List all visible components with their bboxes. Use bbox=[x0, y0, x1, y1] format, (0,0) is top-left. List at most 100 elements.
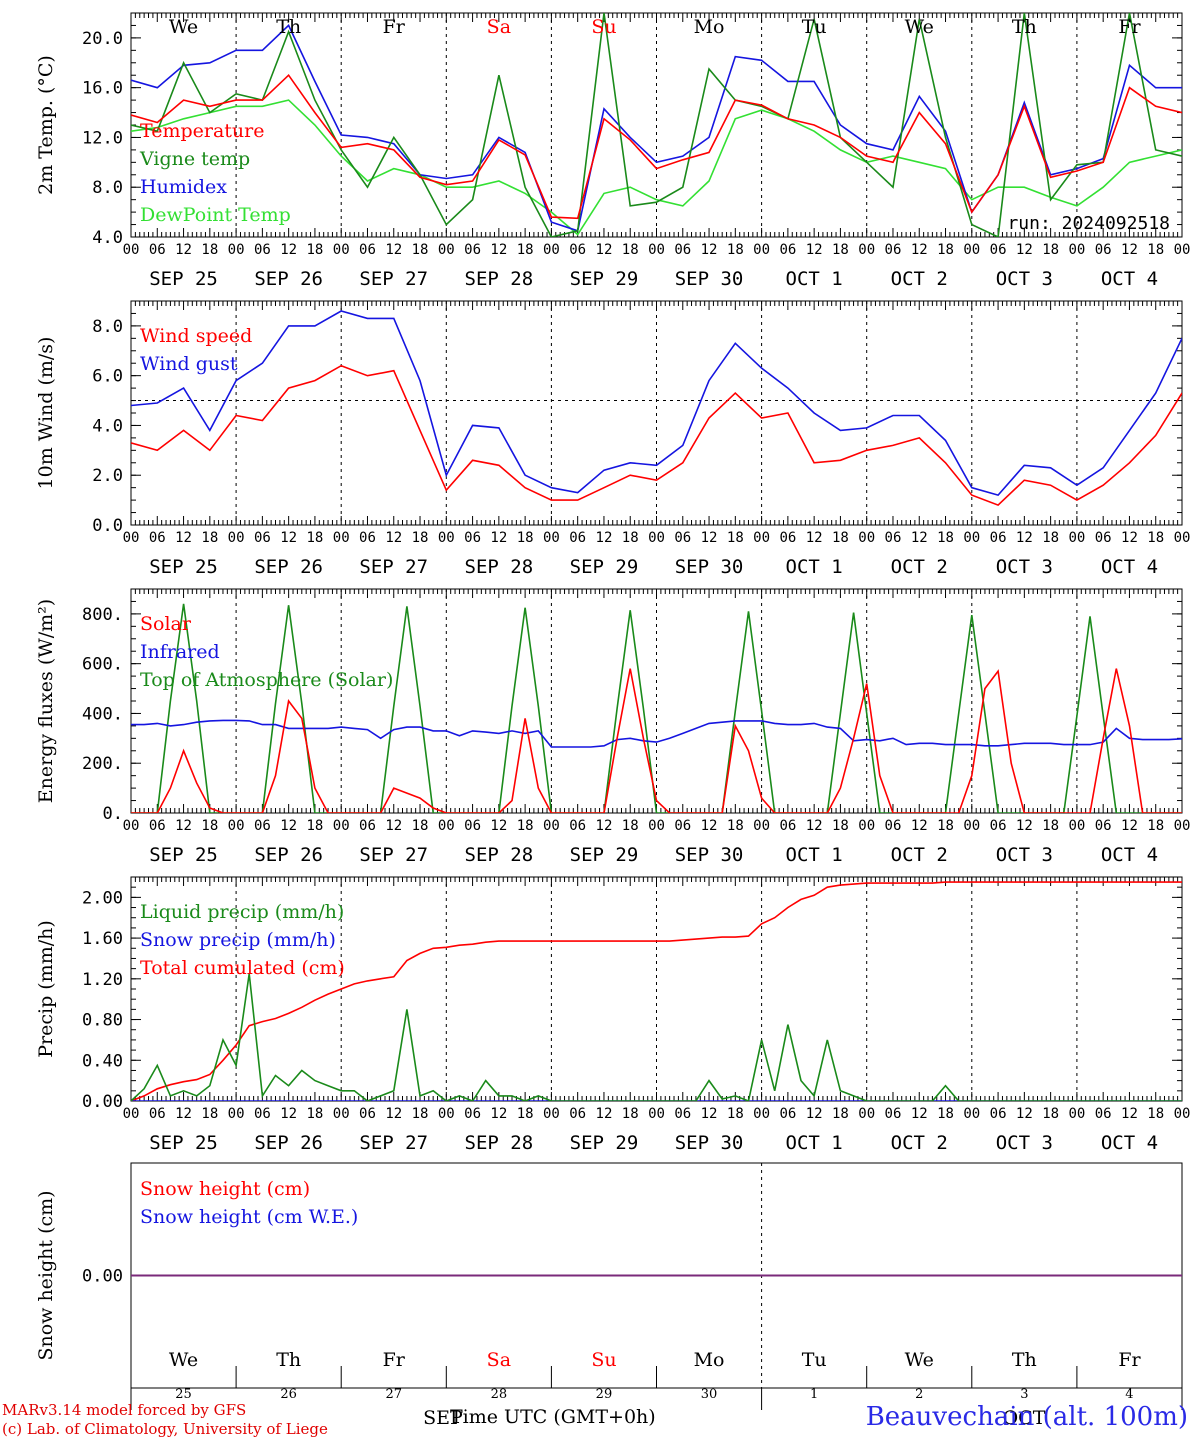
hour-label: 06 bbox=[885, 530, 902, 546]
hour-label: 00 bbox=[1068, 818, 1085, 834]
date-label: SEP 25 bbox=[149, 844, 218, 866]
hour-label: 00 bbox=[228, 1106, 245, 1122]
hour-label: 06 bbox=[779, 818, 796, 834]
series-line bbox=[131, 881, 1182, 1101]
hour-label: 18 bbox=[306, 242, 323, 258]
date-label: SEP 30 bbox=[675, 556, 744, 578]
y-tick-label: 12.0 bbox=[82, 128, 123, 148]
y-tick-label: 0.0 bbox=[92, 516, 123, 536]
hour-label: 00 bbox=[228, 242, 245, 258]
legend-entry: DewPoint Temp bbox=[140, 204, 291, 226]
hour-label: 06 bbox=[254, 242, 271, 258]
date-label: OCT 2 bbox=[891, 268, 948, 290]
hour-label: 06 bbox=[149, 530, 166, 546]
date-label: OCT 4 bbox=[1101, 268, 1158, 290]
date-label: SEP 25 bbox=[149, 1132, 218, 1154]
hour-label: 18 bbox=[306, 1106, 323, 1122]
hour-label: 18 bbox=[201, 242, 218, 258]
day-number-label: 3 bbox=[1020, 1387, 1028, 1402]
hour-label: 12 bbox=[1016, 1106, 1033, 1122]
date-label: SEP 27 bbox=[359, 844, 428, 866]
hour-label: 12 bbox=[490, 1106, 507, 1122]
hour-label: 00 bbox=[438, 242, 455, 258]
hour-label: 18 bbox=[622, 818, 639, 834]
day-name-label: Fr bbox=[1118, 1349, 1141, 1371]
day-name-label: We bbox=[169, 16, 198, 38]
day-number-label: 26 bbox=[280, 1387, 297, 1402]
hour-label: 18 bbox=[1042, 530, 1059, 546]
y-axis-label: 10m Wind (m/s) bbox=[35, 337, 57, 490]
hour-label: 06 bbox=[674, 818, 691, 834]
date-label: SEP 30 bbox=[675, 844, 744, 866]
day-name-label: Sa bbox=[487, 16, 511, 38]
hour-label: 06 bbox=[569, 1106, 586, 1122]
hour-label: 00 bbox=[333, 242, 350, 258]
hour-label: 06 bbox=[464, 242, 481, 258]
date-label: OCT 4 bbox=[1101, 556, 1158, 578]
date-label: SEP 30 bbox=[675, 268, 744, 290]
series-line bbox=[131, 719, 1182, 748]
date-label: OCT 1 bbox=[786, 844, 843, 866]
hour-label: 12 bbox=[385, 530, 402, 546]
hour-label: 12 bbox=[385, 242, 402, 258]
y-tick-label: 0.00 bbox=[82, 1267, 123, 1287]
hour-label: 18 bbox=[1042, 1106, 1059, 1122]
day-name-label: Mo bbox=[694, 16, 725, 38]
hour-label: 18 bbox=[412, 1106, 429, 1122]
hour-label: 06 bbox=[569, 242, 586, 258]
hour-label: 12 bbox=[701, 818, 718, 834]
hour-label: 18 bbox=[517, 1106, 534, 1122]
hour-label: 06 bbox=[1095, 530, 1112, 546]
hour-label: 12 bbox=[1016, 530, 1033, 546]
hour-label: 18 bbox=[727, 242, 744, 258]
hour-label: 18 bbox=[937, 530, 954, 546]
hour-label: 12 bbox=[490, 242, 507, 258]
hour-label: 00 bbox=[123, 242, 140, 258]
hour-label: 12 bbox=[596, 1106, 613, 1122]
hour-label: 00 bbox=[963, 242, 980, 258]
date-label: SEP 25 bbox=[149, 556, 218, 578]
date-label: OCT 2 bbox=[891, 844, 948, 866]
series-line bbox=[131, 364, 1182, 507]
series-line bbox=[131, 73, 1182, 220]
hour-label: 18 bbox=[201, 1106, 218, 1122]
hour-label: 06 bbox=[149, 818, 166, 834]
date-label: OCT 2 bbox=[891, 1132, 948, 1154]
y-tick-label: 8.0 bbox=[92, 317, 123, 337]
date-label: SEP 26 bbox=[254, 1132, 323, 1154]
hour-label: 06 bbox=[359, 530, 376, 546]
y-tick-label: 0.80 bbox=[82, 1011, 123, 1031]
legend-entry: Wind gust bbox=[140, 353, 238, 375]
day-name-label: Th bbox=[276, 1349, 301, 1371]
date-label: OCT 3 bbox=[996, 1132, 1053, 1154]
hour-label: 00 bbox=[543, 818, 560, 834]
hour-label: 00 bbox=[648, 1106, 665, 1122]
hour-label: 12 bbox=[806, 818, 823, 834]
hour-label: 12 bbox=[701, 1106, 718, 1122]
hour-label: 12 bbox=[280, 242, 297, 258]
hour-label: 00 bbox=[963, 530, 980, 546]
panel-2 bbox=[130, 300, 1183, 526]
hour-label: 12 bbox=[596, 818, 613, 834]
panel-1 bbox=[130, 12, 1183, 238]
month-label-right: OCT bbox=[1003, 1407, 1046, 1429]
day-name-label: Th bbox=[1012, 16, 1037, 38]
hour-label: 12 bbox=[911, 242, 928, 258]
date-label: SEP 28 bbox=[465, 268, 534, 290]
hour-label: 18 bbox=[832, 1106, 849, 1122]
hour-label: 06 bbox=[569, 818, 586, 834]
hour-label: 12 bbox=[596, 530, 613, 546]
hour-label: 12 bbox=[280, 1106, 297, 1122]
hour-label: 06 bbox=[149, 242, 166, 258]
legend-entry: Solar bbox=[140, 613, 192, 635]
hour-label: 06 bbox=[464, 1106, 481, 1122]
day-name-label: Th bbox=[1012, 1349, 1037, 1371]
day-name-label: We bbox=[905, 1349, 934, 1371]
y-tick-label: 2.00 bbox=[82, 888, 123, 908]
day-number-label: 27 bbox=[385, 1387, 402, 1402]
y-tick-label: 8.0 bbox=[92, 178, 123, 198]
hour-label: 12 bbox=[1016, 242, 1033, 258]
y-axis-label: Energy fluxes (W/m²) bbox=[35, 599, 57, 803]
legend-entry: Snow height (cm) bbox=[140, 1178, 310, 1200]
hour-label: 06 bbox=[464, 530, 481, 546]
